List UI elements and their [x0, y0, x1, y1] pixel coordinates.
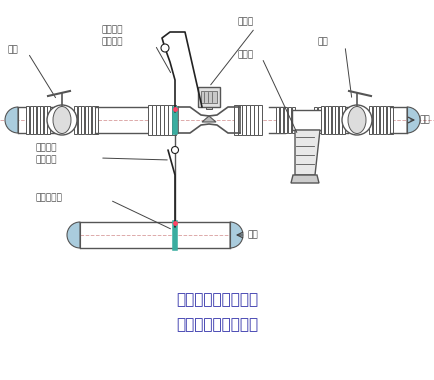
Bar — [332, 106, 335, 134]
Text: 进水: 进水 — [420, 116, 431, 125]
Bar — [242, 105, 246, 135]
Bar — [372, 106, 375, 134]
Bar — [258, 105, 262, 135]
Bar — [279, 107, 283, 133]
Text: 过滤器: 过滤器 — [238, 51, 254, 60]
Bar — [287, 107, 290, 133]
Polygon shape — [295, 130, 320, 175]
Bar — [322, 107, 325, 133]
Bar — [292, 107, 295, 133]
Bar — [383, 106, 386, 134]
Bar — [88, 106, 91, 134]
Bar — [30, 106, 33, 134]
Bar — [206, 105, 212, 109]
Bar — [78, 106, 80, 134]
Text: 器信号线: 器信号线 — [35, 155, 56, 165]
Bar — [276, 107, 279, 133]
Text: 回水: 回水 — [248, 231, 259, 239]
Bar — [81, 106, 84, 134]
Bar — [95, 106, 98, 134]
Bar — [313, 107, 316, 133]
Bar — [47, 106, 50, 134]
Bar — [74, 106, 77, 134]
Polygon shape — [202, 116, 216, 122]
Bar — [369, 106, 372, 134]
Bar — [43, 106, 46, 134]
Bar — [85, 106, 88, 134]
Bar — [198, 87, 220, 107]
Bar — [254, 105, 258, 135]
Circle shape — [171, 147, 178, 154]
Bar — [168, 105, 172, 135]
Bar — [201, 91, 217, 103]
Bar — [335, 106, 338, 134]
Bar — [156, 105, 160, 135]
Text: 连接方式：法兰连接: 连接方式：法兰连接 — [176, 318, 258, 332]
Circle shape — [161, 44, 169, 52]
Bar — [326, 107, 329, 133]
Bar — [246, 105, 250, 135]
Bar — [152, 105, 156, 135]
Wedge shape — [67, 222, 80, 248]
Bar — [36, 106, 39, 134]
Bar — [92, 106, 95, 134]
Text: 温度传感: 温度传感 — [35, 144, 56, 152]
Wedge shape — [407, 107, 420, 133]
Circle shape — [342, 105, 372, 135]
Bar — [234, 105, 238, 135]
Text: 热能表: 热能表 — [238, 17, 254, 27]
Bar — [292, 110, 326, 130]
Text: 蝶阀: 蝶阀 — [318, 38, 329, 46]
Bar — [250, 105, 254, 135]
Bar — [172, 105, 176, 135]
Text: 温度传感: 温度传感 — [102, 25, 124, 35]
Polygon shape — [291, 175, 319, 183]
Bar — [379, 106, 382, 134]
Bar — [325, 106, 328, 134]
Bar — [40, 106, 43, 134]
Text: 蝶阀: 蝶阀 — [8, 46, 19, 54]
Bar — [33, 106, 36, 134]
Text: 安装方式：水平安装: 安装方式：水平安装 — [176, 293, 258, 307]
Ellipse shape — [348, 106, 366, 133]
Ellipse shape — [53, 106, 71, 133]
Bar — [387, 106, 389, 134]
Bar — [318, 107, 320, 133]
Bar — [321, 106, 324, 134]
Bar — [342, 106, 345, 134]
Bar — [148, 105, 152, 135]
Circle shape — [47, 105, 77, 135]
Bar — [26, 106, 29, 134]
Bar — [283, 107, 286, 133]
Bar — [238, 105, 242, 135]
Bar — [164, 105, 168, 135]
Text: 温度传感器: 温度传感器 — [35, 193, 62, 203]
Wedge shape — [230, 222, 243, 248]
Bar — [328, 106, 331, 134]
Bar — [390, 106, 393, 134]
Bar — [376, 106, 379, 134]
Text: 器信号线: 器信号线 — [102, 38, 124, 46]
Bar — [329, 107, 332, 133]
Bar — [160, 105, 164, 135]
Wedge shape — [5, 107, 18, 133]
Bar — [339, 106, 342, 134]
